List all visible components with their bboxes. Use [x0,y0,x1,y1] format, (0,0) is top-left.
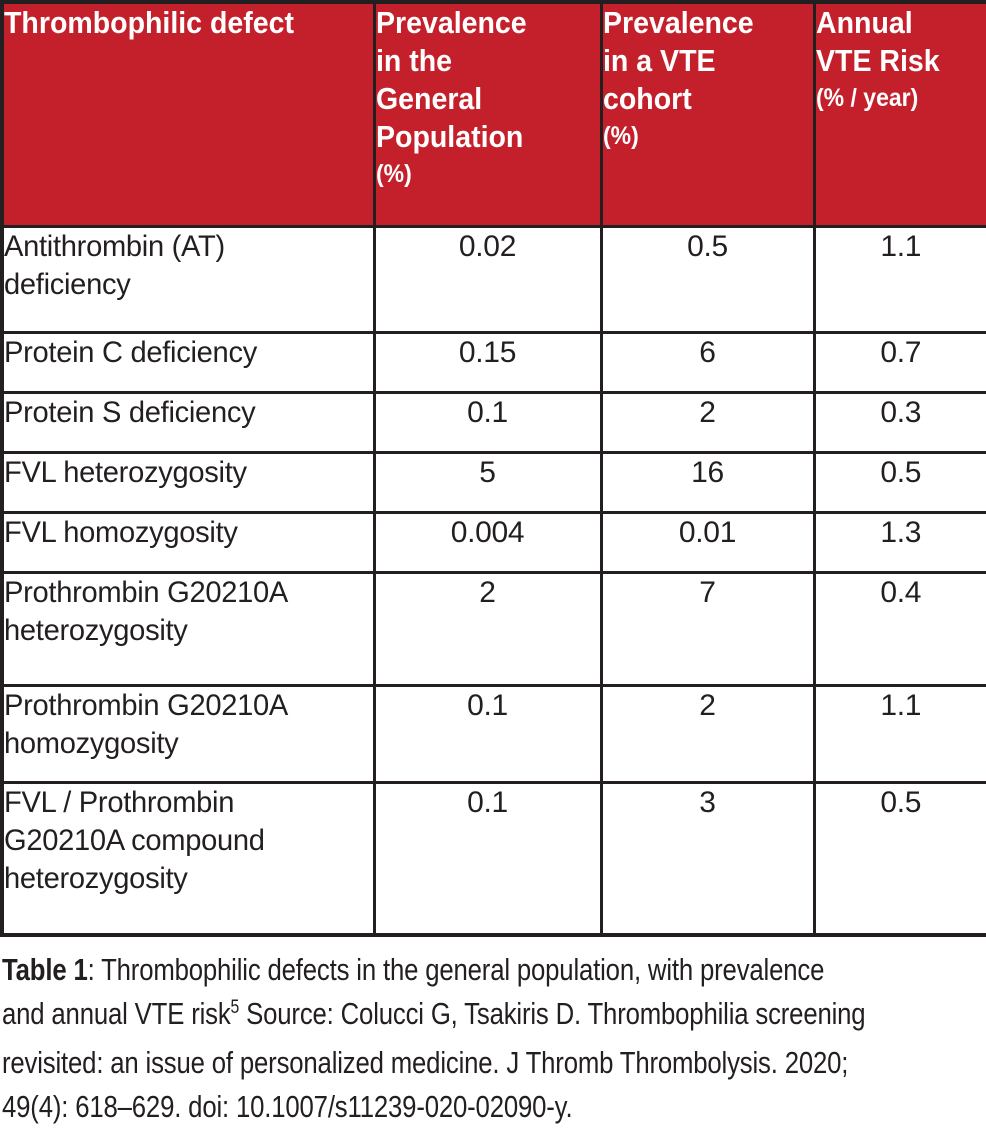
vte-cohort-cell: 2 [599,390,816,454]
vte-cohort-cell: 2 [599,683,816,784]
defect-label: FVL homozygosity [4,515,238,549]
table-row: Antithrombin (AT) deficiency 0.02 0.5 1.… [0,224,986,334]
vte-cohort-cell: 0.5 [599,224,816,334]
annual-risk-value: 1.1 [880,688,922,722]
defect-label: Protein C deficiency [4,335,257,369]
general-population-value: 2 [479,575,496,609]
table-row: Protein S deficiency 0.1 2 0.3 [0,390,986,454]
thrombophilia-table: Thrombophilic defect Prevalence in the G… [0,0,986,937]
caption-reference-superscript: 5 [230,997,240,1018]
table-header-row: Thrombophilic defect Prevalence in the G… [0,0,986,228]
caption-line-2: and annual VTE risk5 Source: Colucci G, … [2,992,986,1041]
defect-label: Protein S deficiency [4,395,256,429]
general-population-cell: 0.02 [372,224,603,334]
general-population-value: 0.004 [450,515,525,549]
caption-table-number: Table 1 [2,952,88,987]
vte-cohort-value: 16 [691,455,724,489]
annual-risk-value: 0.5 [880,785,922,819]
defect-cell: FVL heterozygosity [0,450,376,514]
general-population-cell: 5 [372,450,603,514]
table-row: Prothrombin G20210A homozygosity 0.1 2 1… [0,683,986,784]
column-header-unit: (%) [375,160,412,188]
caption-text: and annual VTE risk [2,996,231,1031]
caption-text: Source: Colucci G, Tsakiris D. Thromboph… [239,996,866,1031]
table-row: FVL homozygosity 0.004 0.01 1.3 [0,510,986,574]
caption-text: 49(4): 618–629. doi: 10.1007/s11239-020-… [2,1089,573,1124]
general-population-cell: 0.1 [372,683,603,784]
column-header-vte-cohort: Prevalence in a VTE cohort (%) [599,0,816,228]
defect-label: FVL heterozygosity [4,455,247,489]
general-population-cell: 0.004 [372,510,603,574]
annual-risk-value: 0.4 [880,575,922,609]
vte-cohort-cell: 0.01 [599,510,816,574]
vte-cohort-value: 7 [699,575,716,609]
annual-risk-value: 1.1 [880,229,922,263]
table-row: Prothrombin G20210A heterozygosity 2 7 0… [0,570,986,687]
defect-cell: FVL / Prothrombin G20210A compound heter… [0,780,376,937]
table-row: FVL heterozygosity 5 16 0.5 [0,450,986,514]
defect-cell: Antithrombin (AT) deficiency [0,224,376,334]
caption-text: : Thrombophilic defects in the general p… [87,952,825,987]
defect-label: Antithrombin (AT) deficiency [4,229,225,301]
annual-risk-cell: 0.4 [812,570,986,687]
general-population-cell: 2 [372,570,603,687]
table-row: Protein C deficiency 0.15 6 0.7 [0,330,986,394]
annual-risk-value: 1.3 [880,515,922,549]
vte-cohort-cell: 7 [599,570,816,687]
table-caption: Table 1: Thrombophilic defects in the ge… [0,948,986,1129]
general-population-value: 0.1 [467,395,508,429]
general-population-value: 5 [479,455,496,489]
defect-cell: FVL homozygosity [0,510,376,574]
column-header-label: Annual VTE Risk [815,5,940,78]
defect-cell: Protein C deficiency [0,330,376,394]
vte-cohort-value: 6 [699,335,716,369]
annual-risk-cell: 1.3 [812,510,986,574]
column-header-defect: Thrombophilic defect [0,0,376,228]
annual-risk-cell: 0.3 [812,390,986,454]
annual-risk-cell: 1.1 [812,224,986,334]
column-header-label: Prevalence in a VTE cohort [602,5,754,116]
general-population-cell: 0.15 [372,330,603,394]
vte-cohort-value: 0.01 [678,515,737,549]
general-population-value: 0.1 [467,688,508,722]
column-header-unit: (%) [602,122,639,150]
vte-cohort-cell: 16 [599,450,816,514]
general-population-value: 0.15 [458,335,517,369]
general-population-cell: 0.1 [372,390,603,454]
column-header-label: Prevalence in the General Population [375,5,527,154]
column-header-annual-risk: Annual VTE Risk (% / year) [812,0,986,228]
annual-risk-value: 0.3 [880,395,922,429]
caption-text: revisited: an issue of personalized medi… [2,1045,849,1080]
column-header-general-population: Prevalence in the General Population (%) [372,0,603,228]
general-population-cell: 0.1 [372,780,603,937]
annual-risk-cell: 0.5 [812,780,986,937]
caption-line-4: 49(4): 618–629. doi: 10.1007/s11239-020-… [2,1085,986,1129]
annual-risk-cell: 1.1 [812,683,986,784]
defect-cell: Prothrombin G20210A heterozygosity [0,570,376,687]
annual-risk-value: 0.5 [880,455,922,489]
column-header-label: Thrombophilic defect [4,5,294,40]
table-row: FVL / Prothrombin G20210A compound heter… [0,780,986,937]
defect-cell: Protein S deficiency [0,390,376,454]
vte-cohort-cell: 3 [599,780,816,937]
annual-risk-value: 0.7 [880,335,922,369]
caption-line-1: Table 1: Thrombophilic defects in the ge… [2,948,986,992]
defect-label: Prothrombin G20210A heterozygosity [4,575,289,647]
column-header-unit: (% / year) [815,84,918,112]
annual-risk-cell: 0.7 [812,330,986,394]
vte-cohort-cell: 6 [599,330,816,394]
defect-label: FVL / Prothrombin G20210A compound heter… [4,785,265,895]
vte-cohort-value: 2 [699,688,716,722]
vte-cohort-value: 3 [699,785,716,819]
defect-cell: Prothrombin G20210A homozygosity [0,683,376,784]
general-population-value: 0.02 [458,229,517,263]
vte-cohort-value: 2 [699,395,716,429]
annual-risk-cell: 0.5 [812,450,986,514]
general-population-value: 0.1 [467,785,508,819]
vte-cohort-value: 0.5 [687,229,728,263]
defect-label: Prothrombin G20210A homozygosity [4,688,289,760]
caption-line-3: revisited: an issue of personalized medi… [2,1041,986,1085]
